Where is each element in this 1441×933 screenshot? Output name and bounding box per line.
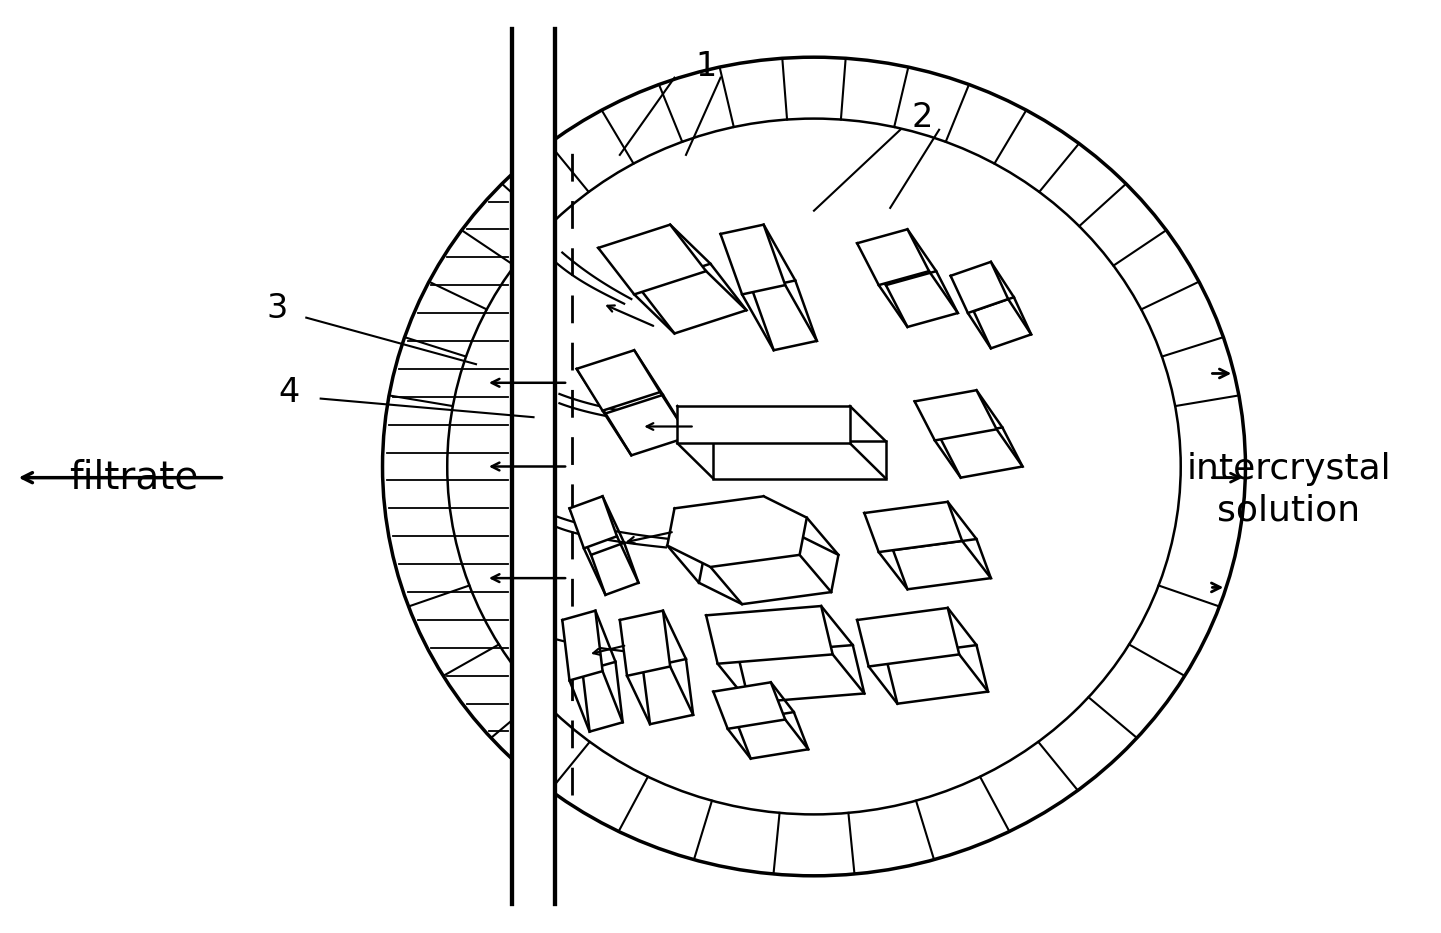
Polygon shape [605,395,689,455]
Polygon shape [699,534,839,605]
Polygon shape [638,264,746,333]
Polygon shape [569,496,617,549]
Polygon shape [857,230,929,285]
Ellipse shape [382,57,1245,876]
Text: 3: 3 [267,292,288,325]
Polygon shape [598,225,706,295]
Polygon shape [893,539,991,590]
Polygon shape [974,298,1032,348]
Text: 1: 1 [696,50,716,83]
Polygon shape [667,496,807,567]
Polygon shape [591,543,638,595]
Polygon shape [752,281,817,350]
Polygon shape [738,645,865,703]
Polygon shape [951,262,1009,313]
Polygon shape [582,661,623,731]
Polygon shape [620,611,670,675]
Polygon shape [886,272,958,327]
Polygon shape [576,350,660,411]
Bar [512,29,555,904]
Polygon shape [736,712,808,759]
Text: intercrystal
solution: intercrystal solution [1186,452,1391,528]
Polygon shape [677,406,850,443]
Polygon shape [941,427,1023,478]
Bar [512,29,555,904]
Polygon shape [886,645,989,703]
Polygon shape [713,441,886,479]
Text: filtrate: filtrate [69,459,199,496]
Polygon shape [857,608,960,666]
Text: 4: 4 [278,376,300,409]
Polygon shape [562,611,602,680]
Polygon shape [713,682,785,729]
Polygon shape [706,606,833,663]
Text: 2: 2 [911,101,932,134]
Polygon shape [915,390,997,440]
Polygon shape [643,659,693,724]
Polygon shape [720,225,785,295]
Polygon shape [865,502,963,552]
